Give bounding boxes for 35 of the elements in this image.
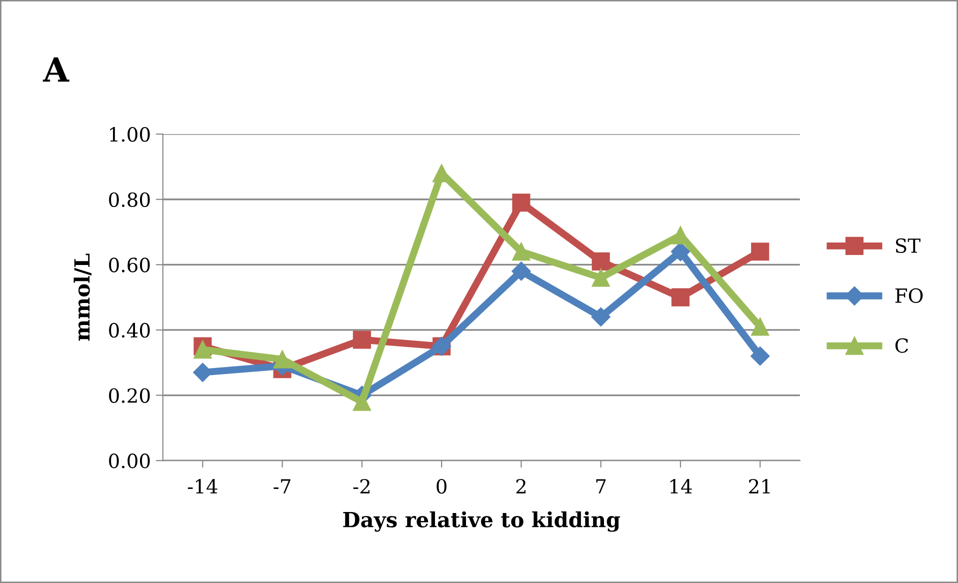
point — [671, 288, 690, 306]
x-tick-label: 0 — [436, 478, 446, 494]
legend-label: C — [895, 338, 908, 353]
point — [352, 392, 371, 411]
point — [352, 330, 371, 349]
x-tick-label: 2 — [516, 478, 526, 494]
x-tick-label: 7 — [596, 479, 606, 494]
x-tick-label: -2 — [353, 478, 370, 494]
y-tick-label: 0.60 — [109, 258, 150, 272]
point — [592, 268, 610, 287]
point — [512, 242, 530, 261]
point — [273, 350, 292, 368]
point — [751, 242, 770, 261]
point — [592, 252, 610, 270]
chart-title: A — [42, 57, 70, 82]
point — [512, 262, 531, 281]
y-tick-label: 1.00 — [110, 127, 150, 142]
point — [512, 194, 530, 212]
x-tick-label: -7 — [274, 479, 290, 494]
point — [751, 318, 770, 336]
legend-label: ST — [896, 238, 920, 254]
y-tick-label: 0.80 — [109, 192, 150, 208]
y-tick-label: 0.40 — [109, 322, 150, 338]
point — [591, 307, 610, 326]
x-tick-label: -14 — [188, 478, 218, 494]
legend-label: FO — [895, 288, 923, 303]
x-tick-label: 21 — [749, 478, 770, 494]
y-tick-label: 0.00 — [109, 454, 150, 468]
y-axis-title: mmol/L — [74, 254, 92, 341]
x-axis-title: Days relative to kidding — [343, 511, 620, 532]
y-tick-label: 0.20 — [109, 388, 150, 403]
x-tick-label: 14 — [670, 478, 692, 494]
point — [670, 242, 690, 262]
point — [194, 340, 212, 359]
point — [750, 346, 770, 366]
